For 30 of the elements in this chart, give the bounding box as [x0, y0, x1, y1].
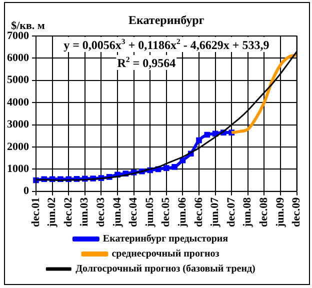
legend-label: среднесрочный прогноз — [112, 248, 220, 260]
x-tick-label: jun.04 — [111, 196, 124, 228]
chart-title: Екатеринбург — [128, 13, 205, 27]
x-tick-label: dec.09 — [290, 196, 303, 227]
x-tick-label: dec.07 — [225, 196, 238, 227]
legend-label: Долгосрочный прогноз (базовый тренд) — [76, 264, 256, 275]
x-tick-label: dec.02 — [62, 196, 74, 227]
y-tick-label: 0 — [24, 185, 30, 198]
x-tick-label: jun.08 — [242, 196, 254, 228]
y-tick-label: 4000 — [7, 96, 30, 108]
x-tick-label: dec.08 — [258, 196, 270, 227]
x-tick-label: jun.09 — [274, 196, 286, 228]
y-tick-label: 1000 — [7, 163, 30, 175]
x-tick-label: dec.01 — [30, 197, 42, 227]
y-tick-label: 3000 — [7, 118, 30, 131]
legend-label: Екатеринбург предыстория — [102, 234, 229, 245]
x-tick-label: jun.06 — [176, 196, 189, 228]
x-tick-label: dec.04 — [128, 196, 140, 227]
x-tick-label: jun.05 — [144, 196, 156, 228]
y-tick-label: 5000 — [7, 74, 30, 86]
x-tick-label: dec.05 — [160, 196, 172, 227]
x-tick-label: iun.03 — [78, 196, 91, 226]
y-tick-label: 6000 — [7, 52, 30, 64]
x-tick-label: jun.02 — [46, 196, 58, 228]
x-tick-label: jun.07 — [209, 196, 222, 228]
y-axis-title: $/кв. м — [11, 20, 46, 32]
y-tick-label: 7000 — [7, 30, 30, 42]
x-tick-label: dec.06 — [192, 196, 205, 227]
y-tick-label: 2000 — [7, 140, 30, 153]
x-tick-label: dec.03 — [95, 196, 108, 227]
